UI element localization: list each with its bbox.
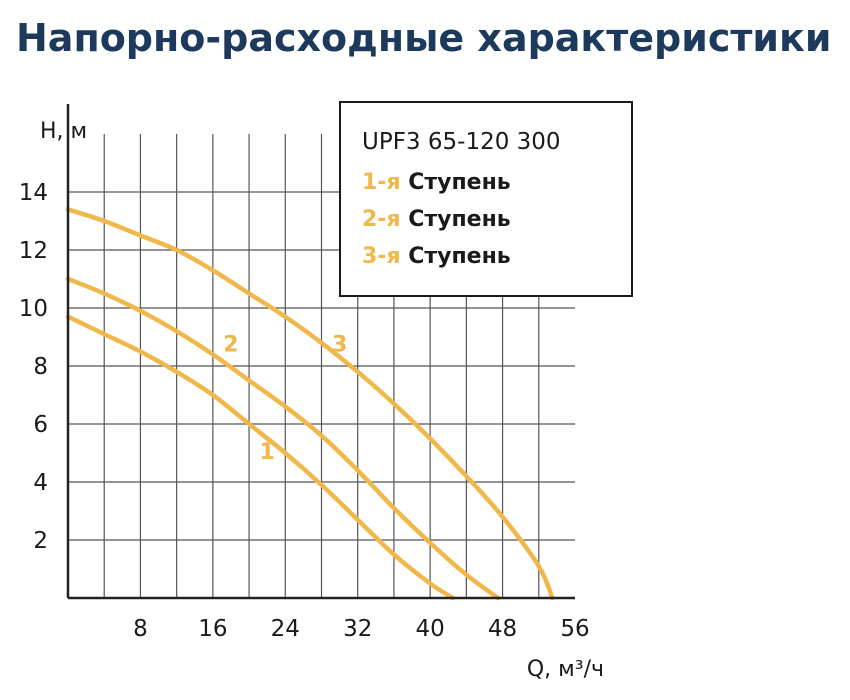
- x-tick-label: 16: [198, 616, 227, 642]
- legend-item-number: 1-я: [362, 170, 401, 195]
- curve-stage-1: [65, 314, 456, 601]
- curve-label-3: 3: [332, 333, 347, 358]
- x-tick-label: 40: [416, 616, 445, 642]
- chart-curve-labels: 1 2 3: [223, 333, 347, 465]
- legend-item-3: 3-я Ступень: [362, 244, 511, 269]
- curve-label-1: 1: [260, 440, 275, 465]
- chart-curves: [65, 207, 555, 601]
- x-tick-label: 48: [488, 616, 517, 642]
- x-tick-label: 24: [271, 616, 300, 642]
- y-tick-label: 4: [33, 470, 48, 496]
- chart-axes: [66, 104, 575, 600]
- y-tick-label: 14: [19, 180, 48, 206]
- legend-item-number: 2-я: [362, 207, 401, 232]
- legend-item-text: Ступень: [401, 170, 511, 195]
- x-tick-label: 8: [133, 616, 148, 642]
- page-title: Напорно-расходные характеристики: [16, 16, 832, 60]
- legend-box: [339, 101, 633, 297]
- curve-label-2: 2: [223, 333, 238, 358]
- legend-item-1: 1-я Ступень: [362, 170, 511, 195]
- x-tick-label: 56: [560, 616, 589, 642]
- x-axis-label: Q, м³/ч: [527, 657, 604, 682]
- legend-item-number: 3-я: [362, 244, 401, 269]
- legend-item-text: Ступень: [401, 207, 511, 232]
- curve-stage-3: [65, 207, 555, 601]
- legend-item-text: Ступень: [401, 244, 511, 269]
- y-axis-label: H, м: [40, 119, 87, 144]
- y-tick-label: 2: [33, 528, 48, 554]
- x-tick-label: 32: [343, 616, 372, 642]
- y-tick-label: 12: [19, 238, 48, 264]
- y-tick-label: 6: [33, 412, 48, 438]
- y-tick-label: 10: [19, 296, 48, 322]
- curve-stage-2: [65, 276, 501, 601]
- y-tick-label: 8: [33, 354, 48, 380]
- legend-item-2: 2-я Ступень: [362, 207, 511, 232]
- legend-model-name: UPF3 65-120 300: [362, 129, 561, 155]
